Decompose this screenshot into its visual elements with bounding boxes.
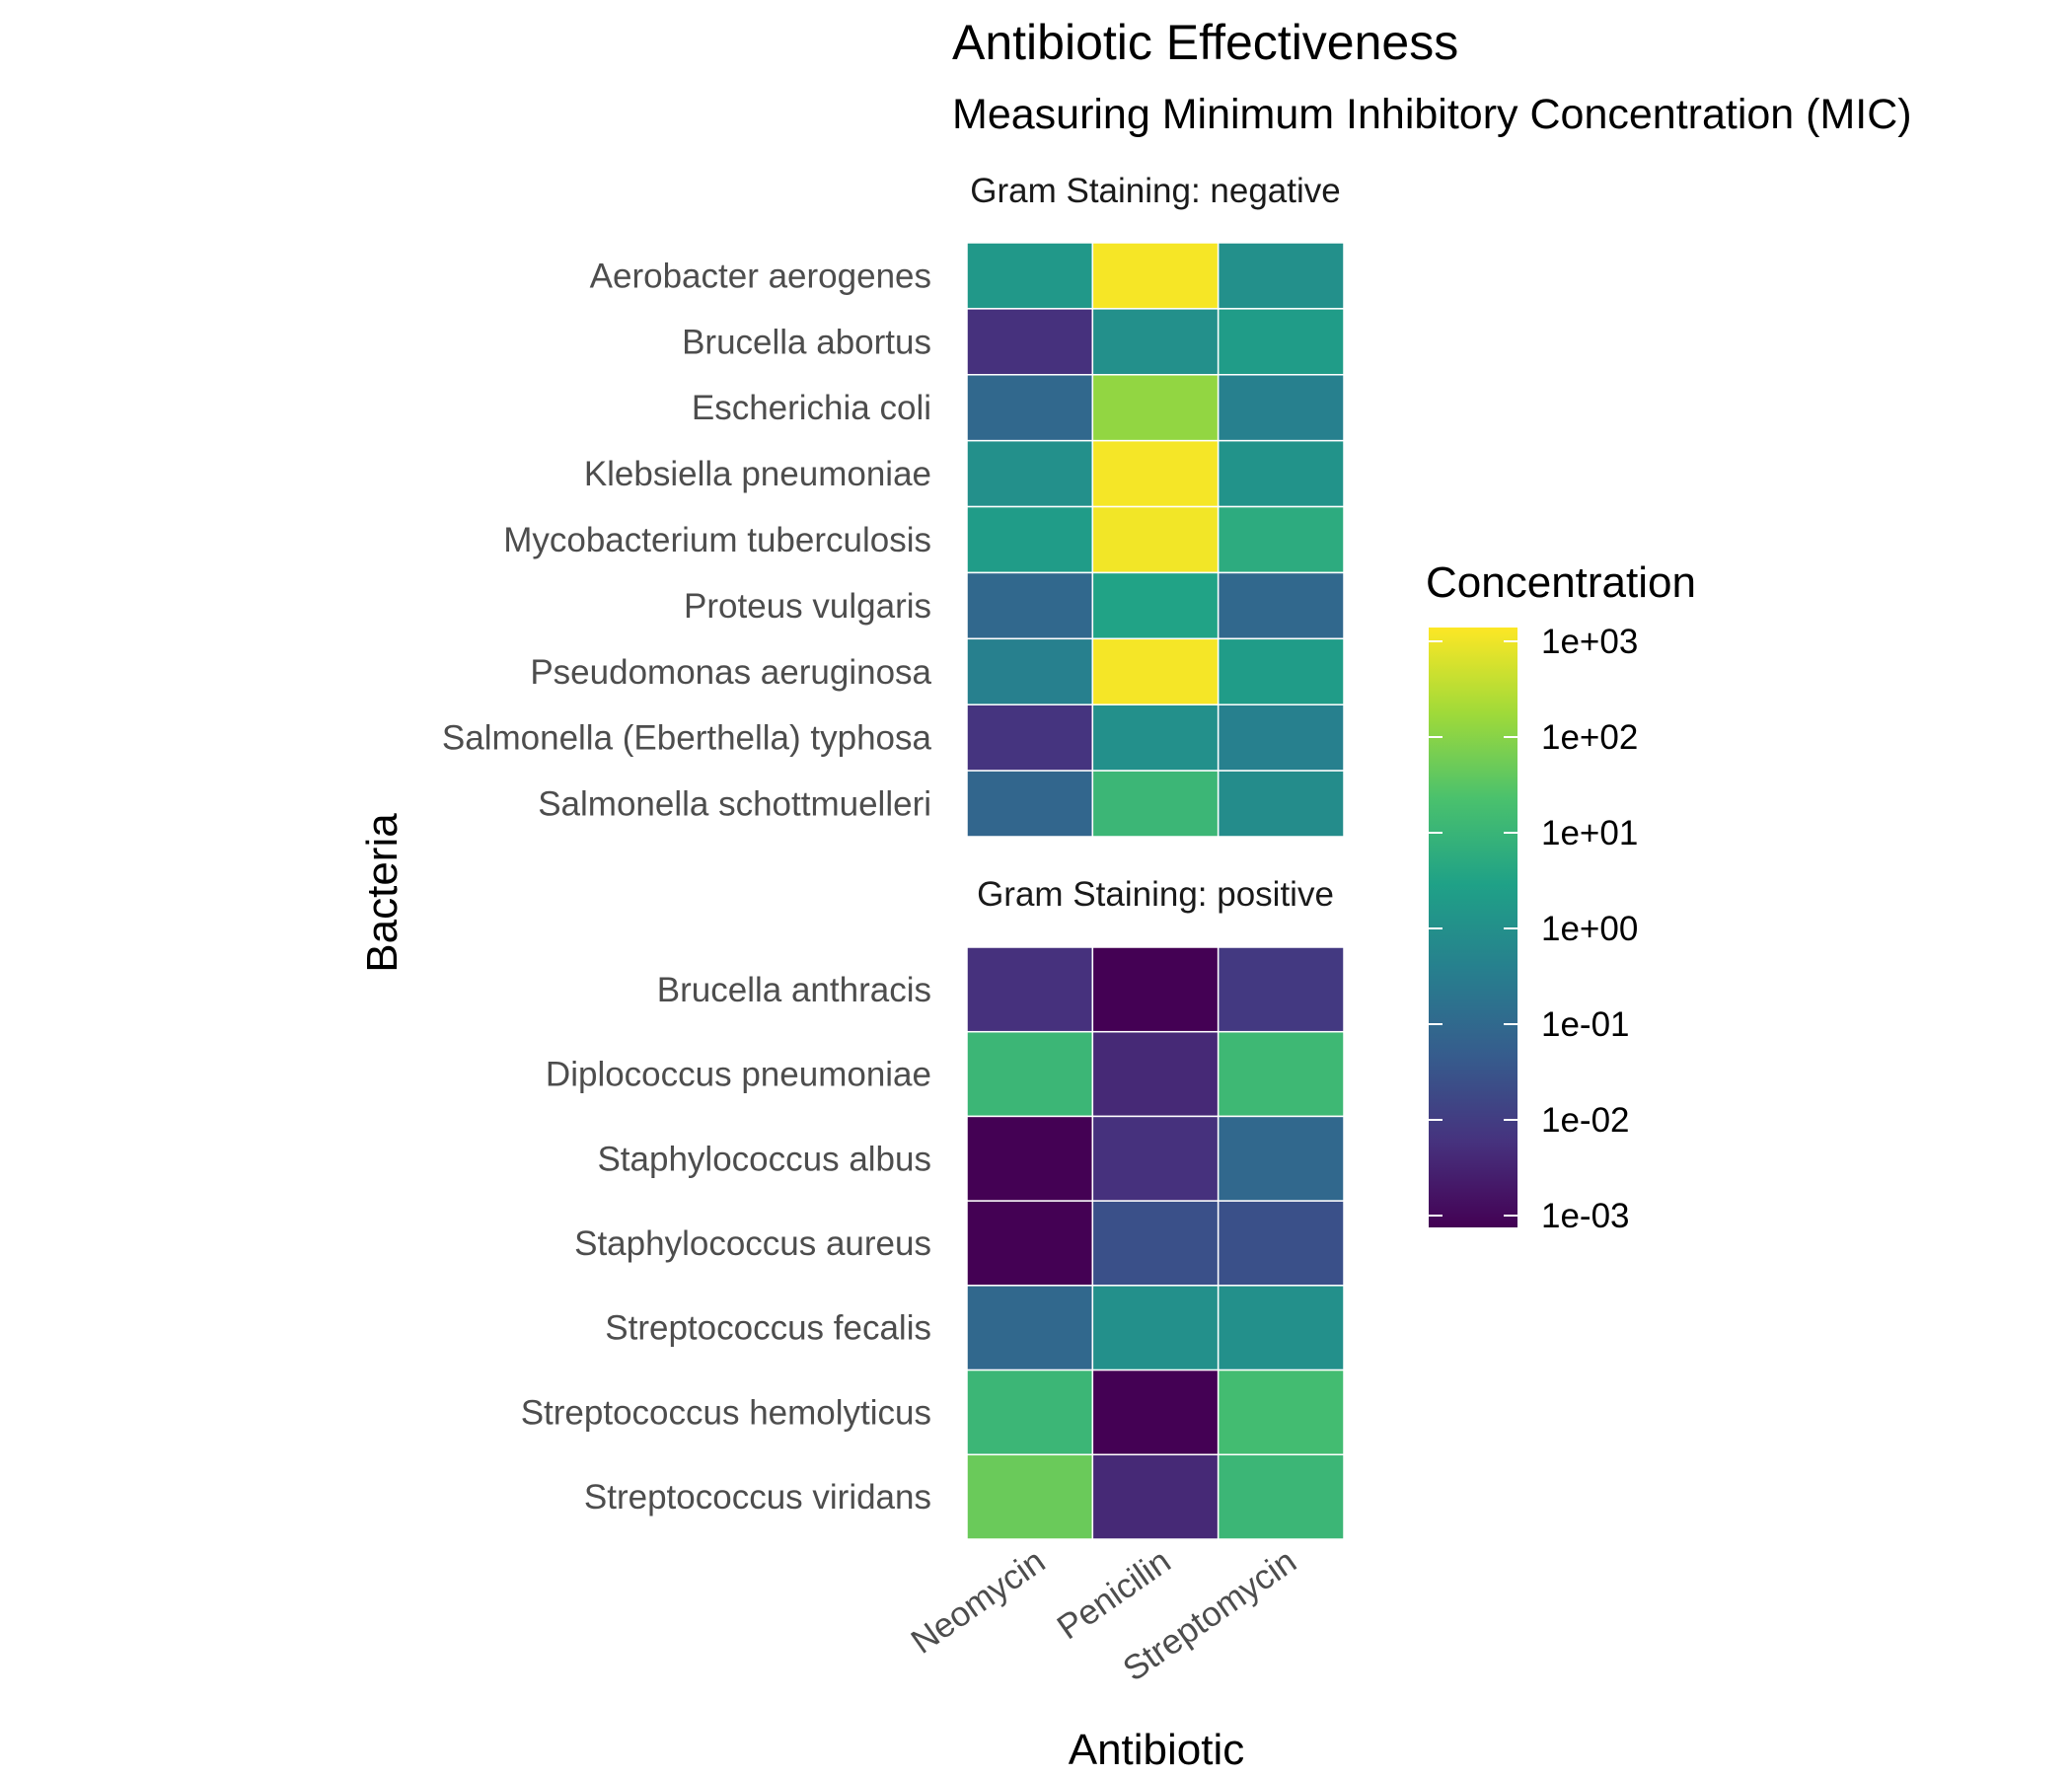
y-tick-label: Salmonella schottmuelleri [538, 785, 931, 824]
heatmap-cell [1217, 1115, 1345, 1202]
legend-ticks: 1e+03 1e+02 1e+01 1e+00 1e-01 1e-02 1e-03 [1429, 623, 1638, 1235]
heatmap-cell [966, 242, 1094, 310]
heatmap-cell [1091, 1030, 1220, 1118]
chart-title: Antibiotic Effectiveness [952, 15, 1458, 70]
heatmap-cell [1091, 242, 1220, 310]
heatmap-cell [1217, 308, 1345, 376]
legend-tick-label: 1e+02 [1541, 718, 1638, 757]
panel-strip-label: Gram Staining: positive [977, 875, 1334, 914]
y-tick-label: Streptococcus hemolyticus [521, 1393, 931, 1432]
legend-tick-label: 1e-03 [1541, 1197, 1630, 1235]
heatmap-cell [1091, 637, 1220, 705]
heatmap-cell [1091, 1369, 1220, 1456]
heatmap-cell [1217, 242, 1345, 310]
heatmap-cell [966, 1030, 1094, 1118]
heatmap-cell [1091, 571, 1220, 640]
y-tick-label: Mycobacterium tuberculosis [503, 521, 931, 559]
chart-subtitle: Measuring Minimum Inhibitory Concentrati… [952, 91, 1912, 138]
heatmap-cell [966, 637, 1094, 705]
heatmap-cell [1091, 505, 1220, 574]
heatmap-cell [1217, 1285, 1345, 1371]
y-tick-label: Brucella abortus [682, 323, 931, 361]
y-tick-label: Streptococcus fecalis [605, 1309, 931, 1348]
y-tick-label: Proteus vulgaris [684, 587, 931, 626]
heatmap-cell [1217, 770, 1345, 838]
heatmap-panel: Gram Staining: positive Brucella anthraci… [521, 875, 1345, 1540]
color-legend: Concentration 1e+031e+021e+011e+001e-011… [1426, 558, 1696, 1235]
heatmap-cell [966, 1453, 1094, 1540]
heatmap-cell [1217, 637, 1345, 705]
y-tick-label: Streptococcus viridans [584, 1478, 931, 1517]
heatmap-cell [1217, 571, 1345, 640]
y-tick-label: Salmonella (Eberthella) typhosa [442, 719, 932, 758]
heatmap-cell [966, 770, 1094, 838]
y-tick-label: Brucella anthracis [657, 971, 931, 1009]
y-tick-label: Staphylococcus aureus [574, 1224, 931, 1263]
heatmap-panels: Gram Staining: negative Aerobacter aeroge… [442, 172, 1345, 1540]
heatmap-cell [1091, 439, 1220, 508]
heatmap-cell [1091, 374, 1220, 442]
heatmap-cell [1217, 374, 1345, 442]
heatmap-cell [1091, 1115, 1220, 1202]
heatmap-cell [1217, 1453, 1345, 1540]
heatmap-cell [1091, 308, 1220, 376]
y-tick-label: Aerobacter aerogenes [590, 257, 931, 295]
heatmap-cell [966, 571, 1094, 640]
y-tick-label: Escherichia coli [692, 389, 931, 427]
heatmap-cell [1217, 946, 1345, 1033]
x-tick-label: Neomycin [904, 1542, 1052, 1662]
heatmap-cell [1217, 1369, 1345, 1456]
heatmap-cell [1091, 703, 1220, 772]
legend-tick-label: 1e+00 [1541, 910, 1638, 948]
heatmap-cell [966, 1285, 1094, 1371]
heatmap-cell [966, 946, 1094, 1033]
heatmap-cell [1217, 505, 1345, 574]
heatmap-cell [966, 374, 1094, 442]
heatmap-cell [966, 505, 1094, 574]
legend-title: Concentration [1426, 558, 1696, 607]
panel-strip-label: Gram Staining: negative [970, 172, 1340, 210]
heatmap-cell [1217, 1030, 1345, 1118]
heatmap-cell [1091, 770, 1220, 838]
legend-tick-label: 1e-01 [1541, 1005, 1630, 1044]
heatmap-cell [966, 1115, 1094, 1202]
heatmap-cell [966, 1200, 1094, 1287]
heatmap-cell [1217, 703, 1345, 772]
heatmap-cell [966, 1369, 1094, 1456]
heatmap-cell [1091, 946, 1220, 1033]
heatmap-cell [1217, 439, 1345, 508]
heatmap-cell [1091, 1200, 1220, 1287]
y-tick-label: Diplococcus pneumoniae [546, 1056, 931, 1094]
x-axis-label: Antibiotic [1069, 1726, 1245, 1774]
y-tick-label: Klebsiella pneumoniae [584, 455, 931, 493]
heatmap-cell [966, 308, 1094, 376]
heatmap-cell [1091, 1285, 1220, 1371]
heatmap-panel: Gram Staining: negative Aerobacter aeroge… [442, 172, 1345, 838]
heatmap-cell [966, 439, 1094, 508]
legend-tick-label: 1e-02 [1541, 1101, 1630, 1140]
y-tick-label: Pseudomonas aeruginosa [530, 653, 931, 692]
legend-tick-label: 1e+03 [1541, 623, 1638, 661]
heatmap-cell [1091, 1453, 1220, 1540]
heatmap-cell [1217, 1200, 1345, 1287]
heatmap-cell [966, 703, 1094, 772]
legend-colorbar [1429, 628, 1517, 1227]
y-tick-label: Staphylococcus albus [597, 1140, 931, 1178]
y-axis-label: Bacteria [358, 813, 407, 973]
legend-tick-label: 1e+01 [1541, 814, 1638, 852]
